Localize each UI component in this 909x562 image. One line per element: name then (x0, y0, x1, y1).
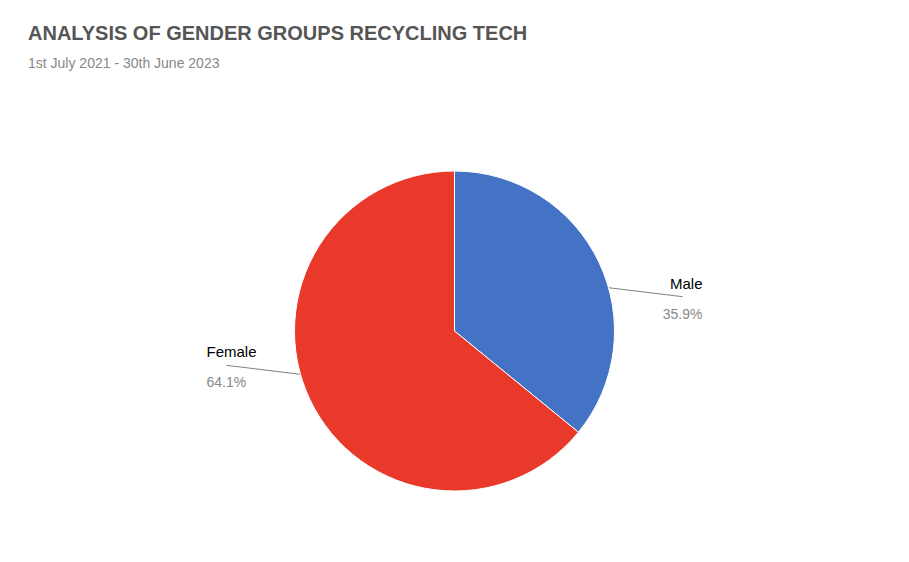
slice-label: Male (670, 275, 703, 292)
data-label: 64.1% (207, 374, 247, 390)
title: ANALYSIS OF GENDER GROUPS RECYCLING TECH (28, 22, 527, 44)
background (0, 0, 909, 562)
chart: ANALYSIS OF GENDER GROUPS RECYCLING TECH… (0, 0, 909, 562)
slice-label: Female (207, 343, 257, 360)
pie-slice (294, 171, 578, 491)
subtitle: 1st July 2021 - 30th June 2023 (28, 55, 220, 71)
data-label: 35.9% (663, 306, 703, 322)
